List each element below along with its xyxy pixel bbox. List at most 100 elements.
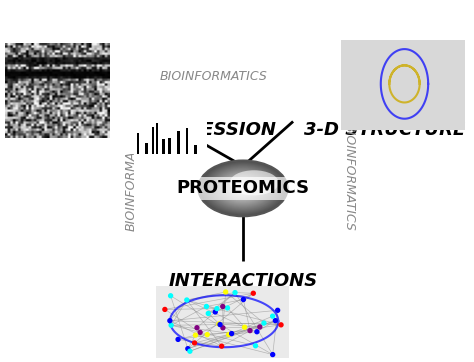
Ellipse shape bbox=[207, 166, 279, 211]
Ellipse shape bbox=[226, 178, 260, 199]
Ellipse shape bbox=[228, 179, 258, 198]
Ellipse shape bbox=[241, 187, 245, 190]
Bar bbox=[162, 139, 164, 154]
Point bbox=[174, 337, 182, 342]
Ellipse shape bbox=[235, 183, 251, 194]
Ellipse shape bbox=[229, 170, 279, 195]
Bar bbox=[168, 138, 169, 154]
Bar bbox=[157, 123, 158, 154]
Ellipse shape bbox=[236, 184, 250, 193]
Point bbox=[167, 293, 174, 299]
Bar bbox=[138, 133, 139, 154]
Bar bbox=[137, 133, 138, 154]
Ellipse shape bbox=[210, 168, 276, 209]
Point bbox=[213, 306, 221, 311]
Point bbox=[219, 325, 227, 331]
Text: EXPRESSION: EXPRESSION bbox=[148, 122, 276, 139]
Ellipse shape bbox=[204, 164, 282, 212]
Text: 3-D STRUCTURE: 3-D STRUCTURE bbox=[304, 122, 465, 139]
Point bbox=[161, 307, 169, 312]
Bar bbox=[196, 145, 197, 154]
Bar bbox=[186, 128, 187, 154]
Point bbox=[224, 305, 231, 311]
Ellipse shape bbox=[203, 163, 283, 214]
Bar bbox=[153, 127, 154, 154]
Bar bbox=[145, 143, 146, 154]
Bar bbox=[152, 127, 153, 154]
Bar bbox=[187, 128, 188, 154]
Text: BIOINFORMATICS: BIOINFORMATICS bbox=[160, 70, 267, 83]
Bar bbox=[169, 138, 170, 154]
Point bbox=[231, 290, 239, 295]
Ellipse shape bbox=[201, 163, 284, 214]
Ellipse shape bbox=[199, 161, 287, 216]
Point bbox=[167, 322, 175, 328]
Ellipse shape bbox=[224, 177, 262, 200]
Ellipse shape bbox=[220, 174, 266, 203]
Ellipse shape bbox=[210, 168, 275, 209]
Ellipse shape bbox=[215, 171, 271, 206]
Ellipse shape bbox=[220, 174, 265, 202]
Text: PROTEOMICS: PROTEOMICS bbox=[176, 180, 310, 197]
Bar bbox=[146, 143, 147, 154]
Bar bbox=[178, 131, 179, 154]
Text: BIOINFORMATICS: BIOINFORMATICS bbox=[342, 123, 356, 231]
Bar bbox=[164, 139, 165, 154]
Point bbox=[196, 329, 204, 335]
Point bbox=[228, 331, 236, 337]
Ellipse shape bbox=[227, 178, 259, 199]
Ellipse shape bbox=[214, 170, 272, 206]
Ellipse shape bbox=[238, 186, 247, 191]
Bar bbox=[153, 127, 154, 154]
Bar bbox=[177, 131, 178, 154]
Point bbox=[239, 296, 247, 302]
Bar bbox=[194, 145, 196, 154]
Text: BIOINFORMATICS: BIOINFORMATICS bbox=[125, 123, 138, 231]
Ellipse shape bbox=[229, 180, 257, 197]
Point bbox=[241, 324, 248, 330]
Point bbox=[260, 320, 268, 326]
Ellipse shape bbox=[198, 160, 288, 216]
Ellipse shape bbox=[224, 176, 262, 201]
Ellipse shape bbox=[217, 172, 269, 205]
Ellipse shape bbox=[212, 169, 273, 207]
Ellipse shape bbox=[213, 170, 273, 207]
Point bbox=[193, 325, 201, 331]
Ellipse shape bbox=[236, 184, 250, 193]
Ellipse shape bbox=[238, 185, 248, 191]
Point bbox=[184, 346, 191, 352]
Ellipse shape bbox=[231, 181, 255, 196]
Point bbox=[191, 340, 198, 346]
Ellipse shape bbox=[222, 175, 264, 201]
Ellipse shape bbox=[237, 185, 249, 192]
Bar bbox=[195, 145, 196, 154]
Ellipse shape bbox=[203, 164, 283, 213]
Ellipse shape bbox=[225, 177, 261, 199]
Ellipse shape bbox=[218, 173, 268, 204]
Bar bbox=[137, 133, 138, 154]
Point bbox=[203, 332, 211, 337]
Bar bbox=[156, 123, 157, 154]
Ellipse shape bbox=[233, 182, 253, 195]
Bar bbox=[179, 131, 180, 154]
Bar bbox=[152, 127, 153, 154]
Ellipse shape bbox=[212, 169, 274, 208]
Bar bbox=[156, 123, 157, 154]
Ellipse shape bbox=[230, 181, 255, 196]
Bar bbox=[186, 128, 187, 154]
Point bbox=[274, 307, 282, 313]
Ellipse shape bbox=[202, 163, 284, 214]
Ellipse shape bbox=[221, 175, 264, 202]
Point bbox=[186, 348, 194, 354]
Point bbox=[222, 289, 229, 295]
Point bbox=[219, 304, 227, 310]
Ellipse shape bbox=[229, 180, 256, 197]
Point bbox=[253, 329, 261, 334]
Bar bbox=[187, 128, 188, 154]
Ellipse shape bbox=[208, 167, 278, 210]
Bar bbox=[146, 143, 147, 154]
Point bbox=[225, 332, 232, 337]
Ellipse shape bbox=[223, 176, 263, 201]
Point bbox=[246, 328, 254, 333]
Ellipse shape bbox=[232, 181, 254, 195]
